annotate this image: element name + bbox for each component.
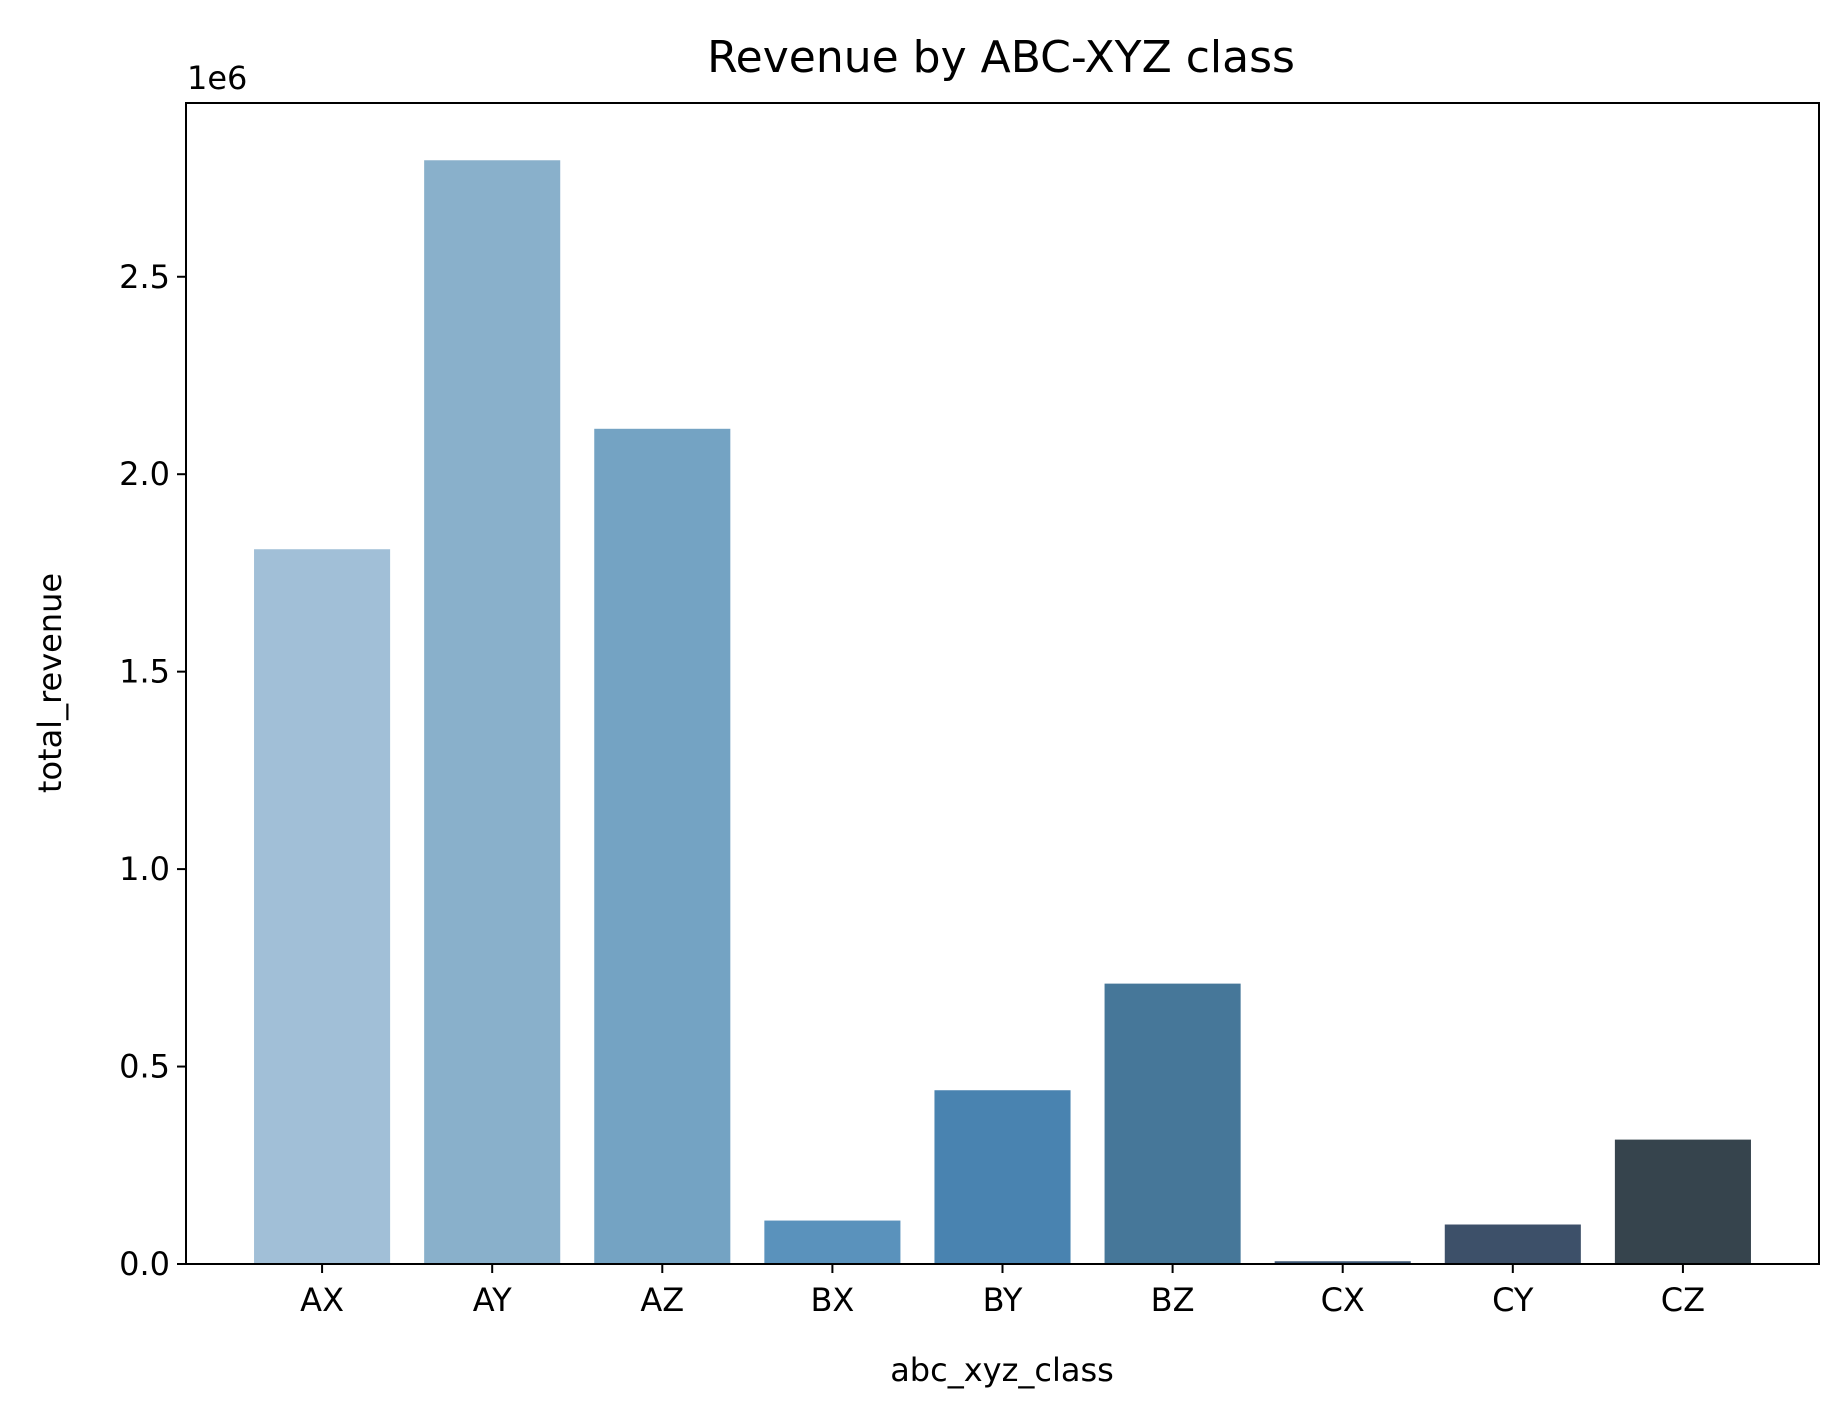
x-tick-label-cz: CZ: [1661, 1281, 1705, 1319]
y-axis-label: total_revenue: [31, 573, 69, 793]
y-tick-label-4: 2.0: [119, 455, 170, 493]
x-tick-label-by: BY: [983, 1281, 1023, 1319]
y-tick-label-1: 0.5: [119, 1048, 170, 1086]
plot-frame: [185, 102, 1820, 1265]
chart-title: Revenue by ABC-XYZ class: [707, 32, 1295, 83]
x-tick-label-ay: AY: [473, 1281, 512, 1319]
bar-az: [594, 428, 731, 1264]
x-tick-label-bx: BX: [810, 1281, 854, 1319]
y-axis-offset-label: 1e6: [187, 59, 247, 97]
y-tick-label-2: 1.0: [119, 850, 170, 888]
x-tick-label-az: AZ: [640, 1281, 684, 1319]
bar-bx: [764, 1220, 901, 1264]
y-tick-label-5: 2.5: [119, 258, 170, 296]
x-tick-label-ax: AX: [300, 1281, 344, 1319]
bar-ax: [254, 549, 391, 1264]
bars-group: [254, 160, 1751, 1264]
bar-by: [934, 1090, 1071, 1264]
bar-cx: [1274, 1261, 1411, 1264]
x-axis-ticks: AX AY AZ BX BY BZ CX CY CZ: [300, 1264, 1705, 1319]
bar-ay: [424, 160, 561, 1264]
y-axis-ticks: 0.0 0.5 1.0 1.5 2.0 2.5: [119, 258, 186, 1283]
bar-cy: [1444, 1224, 1581, 1264]
x-tick-label-cx: CX: [1321, 1281, 1365, 1319]
bar-bz: [1104, 983, 1241, 1264]
x-axis-label: abc_xyz_class: [890, 1351, 1114, 1389]
x-tick-label-cy: CY: [1492, 1281, 1534, 1319]
x-tick-label-bz: BZ: [1151, 1281, 1195, 1319]
bar-cz: [1614, 1139, 1751, 1264]
y-tick-label-0: 0.0: [119, 1245, 170, 1283]
y-tick-label-3: 1.5: [119, 653, 170, 691]
